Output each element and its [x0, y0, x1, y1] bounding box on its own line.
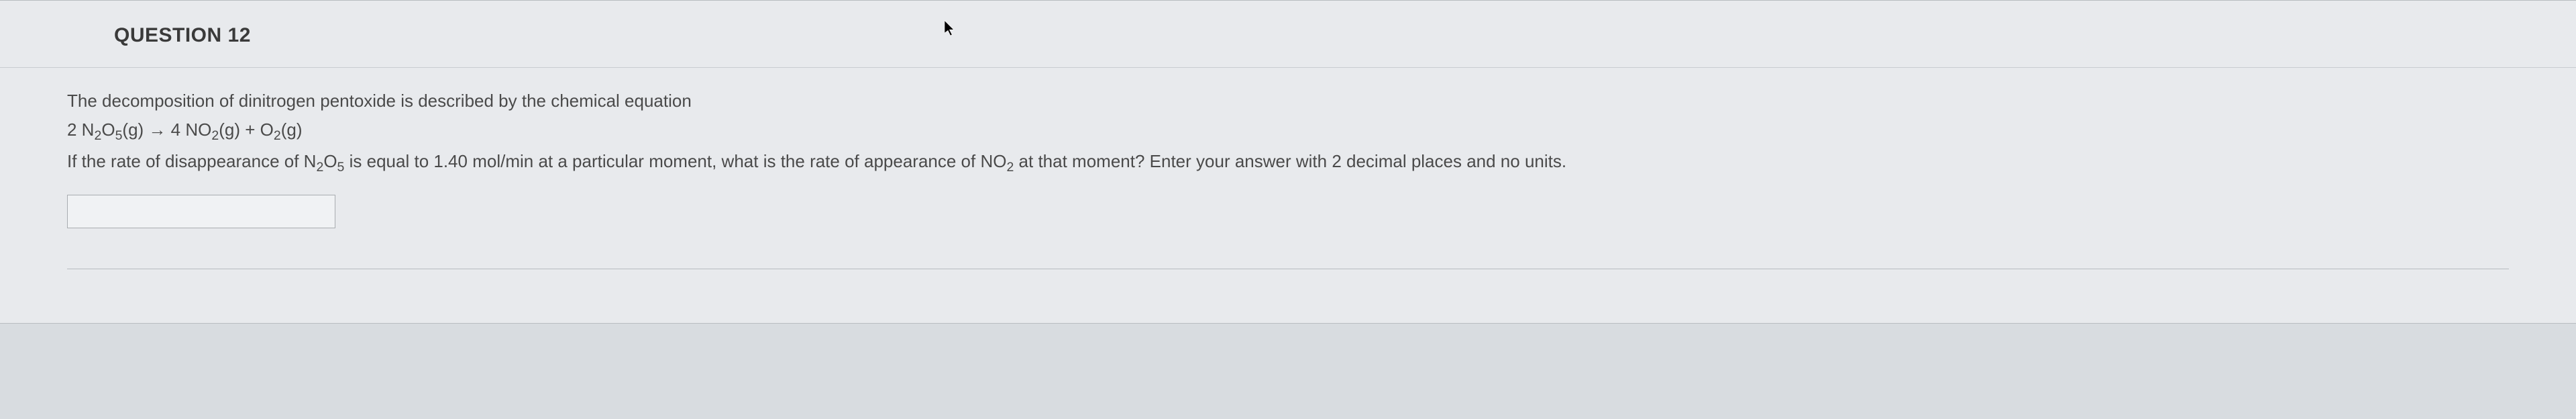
- prompt-part: at that moment? Enter your answer with 2…: [1014, 151, 1566, 171]
- subscript: 2: [274, 128, 281, 143]
- equation-part: (g): [281, 120, 303, 140]
- equation-part: (g) → 4 NO: [122, 120, 211, 140]
- question-header: QUESTION 12: [0, 1, 2576, 68]
- subscript: 5: [115, 128, 123, 143]
- subscript: 2: [1006, 160, 1014, 175]
- subscript: 2: [211, 128, 219, 143]
- prompt-part: is equal to 1.40 mol/min at a particular…: [344, 151, 1006, 171]
- question-body: The decomposition of dinitrogen pentoxid…: [0, 68, 2576, 323]
- answer-input[interactable]: [67, 195, 335, 228]
- question-prompt: If the rate of disappearance of N2O5 is …: [67, 148, 2509, 177]
- chemical-equation: 2 N2O5(g) → 4 NO2(g) + O2(g): [67, 117, 2509, 146]
- equation-part: O: [101, 120, 115, 140]
- prompt-part: O: [323, 151, 337, 171]
- subscript: 2: [316, 160, 323, 175]
- question-title: QUESTION 12: [114, 24, 2576, 47]
- subscript: 5: [337, 160, 345, 175]
- question-container: QUESTION 12 The decomposition of dinitro…: [0, 0, 2576, 324]
- prompt-part: If the rate of disappearance of N: [67, 151, 316, 171]
- equation-part: (g) + O: [219, 120, 274, 140]
- equation-part: 2 N: [67, 120, 94, 140]
- subscript: 2: [94, 128, 101, 143]
- question-intro-text: The decomposition of dinitrogen pentoxid…: [67, 88, 2509, 114]
